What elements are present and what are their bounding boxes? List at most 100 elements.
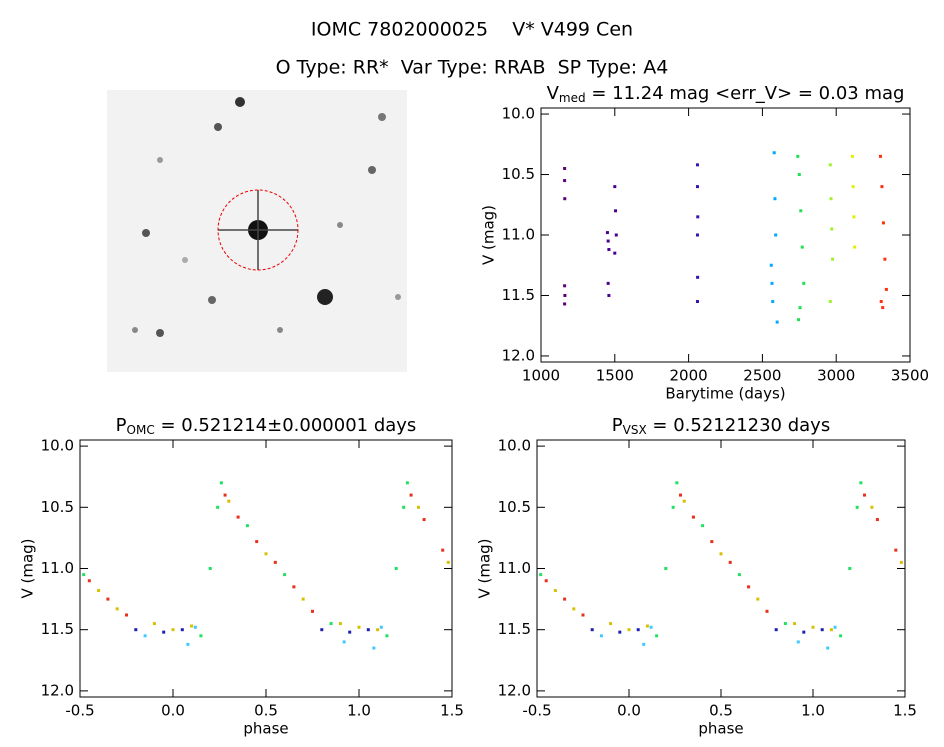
data-point xyxy=(833,625,837,629)
data-point xyxy=(719,552,723,556)
data-point xyxy=(883,257,887,261)
data-point xyxy=(553,589,557,593)
data-point xyxy=(797,318,801,322)
data-point xyxy=(97,589,101,593)
data-point xyxy=(338,622,342,626)
x-tick-label: 1.0 xyxy=(801,702,825,720)
data-point xyxy=(830,227,834,231)
data-point xyxy=(691,515,695,519)
data-point xyxy=(774,233,778,237)
data-point xyxy=(180,628,184,632)
data-point xyxy=(320,628,324,632)
title-symbol: P xyxy=(116,415,127,436)
data-point xyxy=(771,300,775,304)
data-point xyxy=(171,628,175,632)
data-point xyxy=(264,552,268,556)
title-symbol: P xyxy=(612,415,623,436)
data-point xyxy=(376,628,380,632)
data-point xyxy=(563,293,567,297)
data-point xyxy=(831,257,835,261)
x-tick-label: 2000 xyxy=(670,367,708,385)
title-rest: = 11.24 mag <err_V> = 0.03 mag xyxy=(586,83,905,104)
data-point xyxy=(773,197,777,201)
data-point xyxy=(417,505,421,509)
data-point xyxy=(572,607,576,611)
title-rest: = 0.521214±0.000001 days xyxy=(155,415,417,436)
y-axis-label: V (mag) xyxy=(19,538,37,598)
x-tick-label: 2500 xyxy=(743,367,781,385)
data-point xyxy=(664,567,668,570)
data-point xyxy=(441,548,445,552)
data-point xyxy=(642,642,646,646)
data-point xyxy=(348,630,352,634)
y-tick-label: 10.0 xyxy=(498,437,531,455)
plot-title: PVSX = 0.52121230 days xyxy=(612,415,830,437)
data-point xyxy=(606,281,610,285)
y-tick-label: 10.5 xyxy=(41,498,74,516)
data-point xyxy=(899,560,903,564)
data-point xyxy=(853,245,857,249)
data-point xyxy=(811,625,815,629)
y-tick-label: 11.5 xyxy=(498,620,531,638)
data-point xyxy=(863,493,867,497)
data-point xyxy=(828,300,832,304)
y-tick-label: 10.0 xyxy=(41,437,74,455)
data-point xyxy=(143,634,147,638)
y-tick-label: 11.5 xyxy=(41,620,74,638)
x-tick-label: -0.5 xyxy=(522,702,551,720)
data-point xyxy=(796,640,800,644)
data-point xyxy=(581,613,585,617)
data-point xyxy=(775,320,779,324)
data-point xyxy=(828,163,832,167)
data-point xyxy=(385,634,389,638)
data-point xyxy=(696,275,700,279)
x-axis-label: Barytime (days) xyxy=(665,385,785,403)
data-point xyxy=(682,499,686,503)
data-point xyxy=(881,221,885,225)
data-point xyxy=(852,215,856,219)
data-point xyxy=(798,306,802,310)
data-point xyxy=(769,263,773,267)
title-symbol: V xyxy=(547,83,560,104)
data-point xyxy=(186,642,190,646)
data-point xyxy=(613,251,617,255)
data-point xyxy=(422,518,426,522)
data-point xyxy=(695,300,699,304)
title-subscript: OMC xyxy=(127,423,155,437)
data-point xyxy=(208,567,212,570)
title-subscript: med xyxy=(559,91,586,105)
data-point xyxy=(800,245,804,249)
data-point xyxy=(372,646,376,650)
data-point xyxy=(756,597,760,601)
x-tick-label: 0.0 xyxy=(161,702,185,720)
data-point xyxy=(301,597,305,601)
data-point xyxy=(696,215,700,219)
data-point xyxy=(839,634,843,638)
data-point xyxy=(880,185,884,189)
y-tick-label: 10.5 xyxy=(498,498,531,516)
data-point xyxy=(199,634,203,638)
x-tick-label: -0.5 xyxy=(65,702,94,720)
data-point xyxy=(894,548,898,552)
data-point xyxy=(446,560,450,564)
data-point xyxy=(329,622,333,626)
data-point xyxy=(737,573,741,577)
plot-title: POMC = 0.521214±0.000001 days xyxy=(116,415,417,437)
data-point xyxy=(679,493,683,497)
data-point xyxy=(563,197,567,201)
data-point xyxy=(379,625,383,629)
data-point xyxy=(599,634,603,638)
data-point xyxy=(590,628,594,632)
data-point xyxy=(193,625,197,629)
data-point xyxy=(366,628,370,632)
y-tick-label: 12.0 xyxy=(41,681,74,699)
data-point xyxy=(219,481,223,485)
data-point xyxy=(357,625,361,629)
data-point xyxy=(106,597,110,601)
figure-title: IOMC 7802000025 V* V499 Cen xyxy=(311,19,633,41)
x-tick-label: 1.5 xyxy=(440,702,464,720)
y-tick-label: 12.0 xyxy=(498,681,531,699)
data-point xyxy=(563,302,567,306)
x-axis-label: phase xyxy=(698,720,743,738)
data-point xyxy=(134,628,138,632)
